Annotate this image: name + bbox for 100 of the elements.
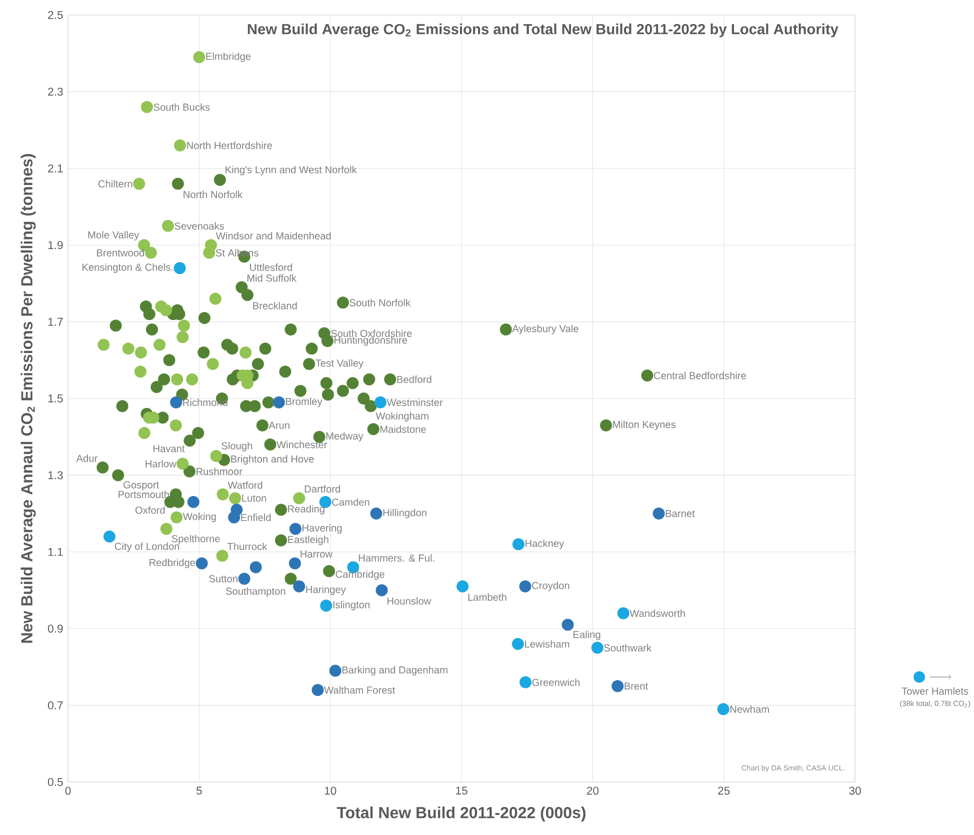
point <box>612 680 624 692</box>
annotation: Oxford <box>135 506 165 514</box>
annotation: Chiltern <box>98 180 132 188</box>
y-tick-label: 2.3 <box>48 88 63 96</box>
point <box>154 338 166 351</box>
x-tick-label: 15 <box>456 786 468 795</box>
text: New Build Average CO$_{2}$ Emissions and Total New Build 2011-2022 by Local Authority <box>248 24 838 38</box>
annotation: Hillingdon <box>383 508 426 518</box>
y-tick-label: 0.9 <box>48 624 63 633</box>
annotation: Central Bedfordshire <box>654 372 746 380</box>
annotation: Eastleigh <box>288 536 328 546</box>
point <box>370 508 382 520</box>
annotation: King's Lynn and West Norfolk <box>226 166 357 176</box>
point <box>320 600 332 612</box>
annotation: Barking and Dagenham <box>342 666 448 676</box>
y-tick-label: 1.7 <box>48 318 63 326</box>
point <box>134 366 146 378</box>
y-tick-label: 2.1 <box>48 164 63 172</box>
x-tick-label: 10 <box>324 786 336 795</box>
y-axis-title: New Build Average Annaul CO$_{2}$ Emissions Per Dwelling (tonnes) <box>20 154 36 643</box>
annotation: South Oxfordshire <box>331 330 412 338</box>
annotation: Camden <box>332 498 370 506</box>
point <box>312 684 324 696</box>
x-tick-label: 0 <box>65 786 71 795</box>
annotation: Lambeth <box>468 593 506 601</box>
annotation: Wokingham <box>376 412 428 422</box>
point <box>562 618 574 631</box>
point <box>193 51 206 64</box>
point <box>206 358 219 370</box>
annotation: Dartford <box>304 485 340 493</box>
point <box>174 262 186 274</box>
point <box>289 522 302 535</box>
point <box>329 664 342 677</box>
point <box>293 580 306 592</box>
annotation: Enfield <box>241 514 271 522</box>
point <box>374 396 386 408</box>
annotation: Islington <box>333 600 370 610</box>
point <box>209 292 222 305</box>
point <box>98 338 110 351</box>
annotation: Test Valley <box>316 359 364 369</box>
x-tick-label: 25 <box>718 786 730 795</box>
annotation: Harlow <box>146 460 176 468</box>
annotation: Southampton <box>226 587 286 597</box>
point <box>140 101 153 114</box>
y-tick-label: 0.5 <box>48 778 63 786</box>
annotation: Uttlesford <box>250 264 292 271</box>
point <box>122 342 134 355</box>
annotation: Elmbridge <box>206 52 251 62</box>
annotation: Brentwood <box>97 249 144 256</box>
annotation: Bromley <box>286 398 322 408</box>
point <box>512 638 524 650</box>
point <box>103 530 116 543</box>
point <box>519 580 532 592</box>
point <box>176 331 189 344</box>
annotation: Milton Keynes <box>613 420 676 430</box>
annotation: Ealing <box>574 630 600 640</box>
annotation: Waltham Forest <box>324 686 396 694</box>
annotation: Thurrock <box>227 542 268 550</box>
annotation: Gosport <box>124 481 160 490</box>
point <box>170 396 182 408</box>
annotation: Breckland <box>253 302 297 310</box>
x-axis-title: Total New Build 2011-2022 (000s) <box>336 806 586 822</box>
point <box>174 139 186 152</box>
annotation: Winchester <box>276 440 328 448</box>
point <box>144 246 157 259</box>
point <box>520 676 532 688</box>
point <box>155 300 168 312</box>
annotation: North Norfolk <box>184 190 243 198</box>
point <box>717 703 730 716</box>
point <box>178 320 190 332</box>
annotation: Havering <box>302 524 342 534</box>
annotation: Harrow <box>300 550 333 558</box>
point <box>196 557 208 570</box>
annotation: Woking <box>182 512 216 522</box>
point <box>250 561 262 574</box>
point <box>512 538 524 550</box>
annotation: Spelthorne <box>172 534 220 544</box>
x-tick-label: 20 <box>586 786 599 795</box>
point <box>288 557 301 570</box>
annotation: City of London <box>114 542 180 552</box>
annotation: Bedford <box>397 376 432 384</box>
annotation: Reading <box>288 504 324 514</box>
annotation: Maidstone <box>380 425 426 433</box>
x-tick-label: 30 <box>849 786 861 795</box>
annotation: Barnet <box>666 510 695 518</box>
annotation: Portsmouth <box>118 490 169 498</box>
point <box>170 419 182 432</box>
y-tick-label: 1.3 <box>48 471 63 480</box>
annotation: Adur <box>76 454 98 462</box>
y-tick-label: 1.1 <box>48 548 63 556</box>
point <box>238 572 250 585</box>
annotation: Brighton and Hove <box>231 455 314 465</box>
y-tick-label: 1.5 <box>48 394 63 402</box>
point <box>162 220 174 232</box>
point <box>240 346 252 358</box>
annotation: Rushmoor <box>196 468 242 476</box>
point <box>456 580 469 592</box>
annotation: South Bucks <box>154 103 210 111</box>
annotation: Havant <box>154 445 185 452</box>
annotation: South Norfolk <box>350 298 411 306</box>
